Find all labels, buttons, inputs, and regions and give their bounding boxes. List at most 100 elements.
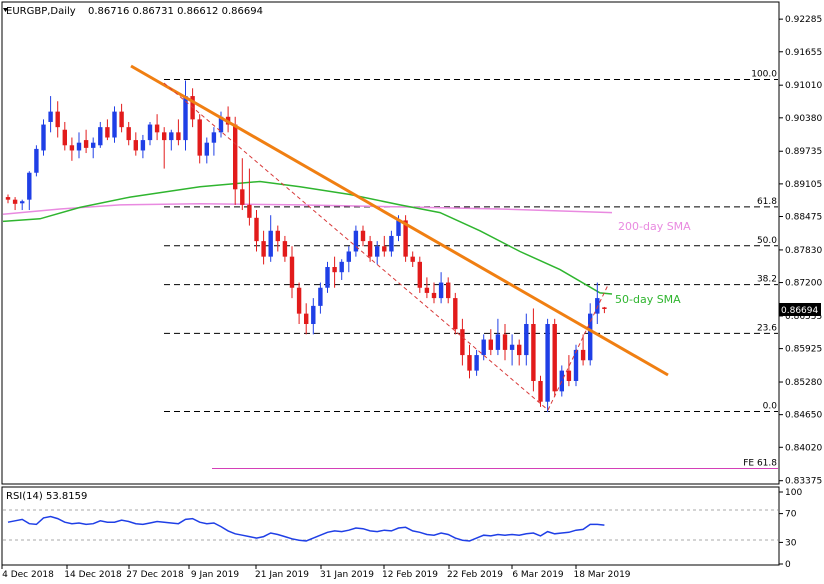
symbol-triangle-icon [3, 8, 8, 12]
candle-body [34, 148, 39, 173]
price-tick-label: 0.85280 [785, 378, 822, 388]
fib-level-label: FE 61.8 [743, 459, 777, 469]
candle-body [396, 220, 401, 236]
candle-body [453, 298, 458, 330]
date-axis: 4 Dec 2018 14 Dec 2018 27 Dec 2018 9 Jan 20… [1, 565, 631, 580]
price-tick-label: 0.92285 [785, 15, 822, 25]
candle-body [69, 145, 75, 151]
price-tick-label: 0.83375 [785, 477, 822, 487]
candle-body [353, 230, 359, 252]
candle-body [488, 339, 493, 350]
candle-body [83, 140, 89, 148]
candle-body [240, 189, 245, 205]
candle-body [218, 116, 224, 133]
current-price-label: 0.86694 [781, 306, 818, 316]
candle-body [559, 370, 564, 392]
candle-body [105, 127, 110, 138]
candle-body [133, 140, 138, 151]
fib-level-label: 0.0 [763, 402, 778, 412]
candle-body [140, 140, 146, 151]
candle-body [233, 124, 238, 190]
candle-body [332, 267, 337, 273]
candle-body [346, 251, 351, 262]
date-tick-label: 6 Mar 2019 [512, 570, 564, 580]
candle-body [119, 111, 124, 128]
chart-header-ohlc: 0.86716 0.86731 0.86612 0.86694 [88, 6, 263, 17]
candle-body [389, 235, 394, 252]
sma-200-path [2, 203, 613, 215]
candle-body [76, 142, 82, 151]
candle-body [566, 370, 572, 381]
candle-body [509, 344, 515, 350]
candle-body [403, 220, 408, 257]
candle-body [289, 256, 295, 288]
candle-body [375, 246, 380, 257]
fib-level-label: 50.0 [757, 236, 777, 246]
candle-body [602, 307, 607, 309]
sma200-annotation: 200-day SMA [618, 220, 691, 233]
fibonacci-levels: 100.0 61.8 50.0 38.2 23.6 0.0 FE 61.8 [164, 69, 778, 470]
candle-body [296, 287, 302, 314]
candle-body [538, 380, 543, 402]
rsi-pane-frame [1, 486, 780, 566]
rsi-line [7, 515, 605, 542]
candle-body [311, 305, 316, 324]
sma-200-line [2, 203, 613, 215]
candle-body [531, 324, 536, 381]
candle-body [545, 324, 550, 402]
candle-body [211, 132, 217, 143]
candle-body [417, 261, 422, 288]
fib-level-label: 100.0 [751, 69, 777, 79]
candlesticks [5, 80, 607, 413]
candle-body [595, 298, 600, 314]
candle-body [424, 287, 430, 293]
candle-body [176, 132, 181, 141]
candle-body [360, 230, 366, 242]
fib-level-label: 38.2 [757, 275, 777, 285]
candle-body [154, 124, 160, 133]
price-axis: 0.92285 0.91655 0.91010 0.90380 0.89735 0.891… [779, 15, 822, 487]
candle-body [254, 217, 259, 242]
candle-body [247, 204, 252, 218]
candle-body [169, 132, 174, 141]
candle-body [573, 349, 579, 381]
fib-level-label: 61.8 [757, 197, 777, 207]
candle-body [98, 127, 103, 146]
price-tick-label: 0.90380 [785, 114, 822, 124]
candle-body [431, 292, 437, 299]
fib-level-label: 23.6 [757, 323, 777, 333]
candle-body [304, 313, 309, 324]
candle-body [474, 355, 479, 371]
candle-body [552, 324, 557, 392]
date-tick-label: 4 Dec 2018 [2, 570, 54, 580]
rsi-tick-label: 0 [785, 560, 791, 570]
candle-body [62, 129, 67, 146]
price-tick-label: 0.89105 [785, 180, 822, 190]
candle-body [580, 349, 586, 361]
price-tick-label: 0.91655 [785, 48, 822, 58]
candle-body [382, 246, 387, 252]
date-tick-label: 27 Dec 2018 [126, 570, 184, 580]
date-tick-label: 31 Jan 2019 [320, 570, 374, 580]
rsi-tick-label: 70 [785, 510, 797, 520]
date-tick-label: 14 Dec 2018 [64, 570, 122, 580]
candle-body [5, 197, 11, 200]
price-tick-label: 0.86555 [785, 312, 822, 322]
rsi-title: RSI(14) 53.8159 [6, 491, 87, 502]
sma50-annotation: 50-day SMA [615, 293, 681, 306]
price-tick-label: 0.85925 [785, 345, 822, 355]
fib-swing-dashed-line-2 [547, 284, 609, 411]
candle-body [467, 355, 472, 371]
date-tick-label: 18 Mar 2019 [573, 570, 630, 580]
descending-trend-line [130, 64, 669, 377]
fib-swing-dashed-line [163, 82, 549, 411]
sma-50-path [2, 180, 613, 295]
candle-body [183, 96, 188, 141]
price-tick-label: 0.84020 [785, 443, 822, 453]
candle-body [41, 124, 46, 151]
candle-body [48, 111, 53, 122]
candle-body [367, 241, 373, 257]
candle-body [12, 199, 18, 204]
candle-body [204, 142, 209, 156]
